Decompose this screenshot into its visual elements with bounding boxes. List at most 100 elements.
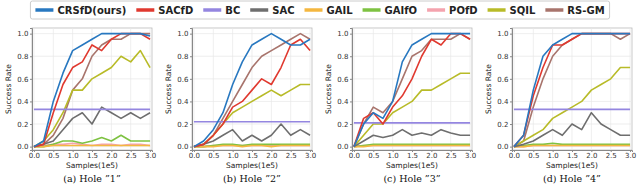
tick: 3.0 [625,150,636,160]
tick: 1.0 [17,30,32,38]
grid [352,28,472,150]
x-axis-title: Samples(1e5) [546,161,598,170]
series-line [354,73,470,146]
tick-label: 0.2 [17,121,28,129]
tick-label: 0.8 [17,53,28,61]
tick: 1.5 [247,150,258,160]
series-line [34,51,150,147]
tick-mark [510,34,512,35]
tick-label: 0.0 [177,143,188,151]
lines [34,34,150,147]
legend-frame [30,1,609,19]
tick: 0.2 [497,121,512,129]
legend-label: SACfD [158,5,193,16]
tick-label: 0.6 [497,76,509,84]
tick: 3.0 [145,150,156,160]
tick-label: 0.2 [497,121,508,129]
grid-line [32,101,152,102]
tick: 1.5 [567,150,578,160]
grid-line [630,28,631,150]
tick-label: 0.6 [177,76,189,84]
tick-label: 2.0 [426,152,437,160]
grid-line [610,28,611,150]
series-line [354,145,470,146]
tick-label: 1.0 [68,152,79,160]
tick-mark [30,124,32,125]
legend-swatch [203,8,221,12]
tick-mark [190,101,192,102]
series-line [514,34,630,147]
tick: 0.6 [177,76,192,84]
x-axis-title: Samples(1e5) [66,161,118,170]
tick: 1.5 [87,150,98,160]
tick-label: 0.0 [17,143,28,151]
grid-line [192,78,312,79]
series-line [194,34,310,147]
legend-item: SQIL [488,5,536,16]
tick: 0.2 [337,121,352,129]
tick: 0.6 [337,76,352,84]
tick: 0.0 [349,150,360,160]
axis-line [350,29,353,151]
tick-label: 1.0 [337,30,348,38]
series-line [34,145,150,146]
tick: 2.0 [426,150,437,160]
tick: 0.4 [17,98,32,106]
tick-label: 1.5 [87,152,98,160]
series-line [354,122,470,124]
tick: 0.6 [497,76,512,84]
grid-line [130,28,131,150]
series-line [514,68,630,147]
grid-line [572,28,573,150]
tick: 0.8 [337,53,352,61]
tick-mark [190,56,192,57]
grid-line [470,28,471,150]
tick-label: 0.2 [337,121,348,129]
series-line [34,34,150,147]
legend-swatch [427,8,445,12]
legend-label: POfD [449,5,477,16]
tick: 0.4 [337,98,352,106]
legend-swatch [305,8,323,12]
tick: 2.0 [106,150,117,160]
tick-label: 0.8 [177,53,188,61]
legend-swatch [363,8,381,12]
grid-line [392,28,393,150]
tick-label: 0.0 [497,143,508,151]
series-line [194,121,310,123]
panel-title: (b) Hole ”2” [223,173,281,184]
tick: 0.2 [177,121,192,129]
tick: 0.8 [17,53,32,61]
grid-line [353,28,354,150]
tick-label: 3.0 [465,152,476,160]
tick-mark [510,124,512,125]
tick-mark [350,34,352,35]
legend-label: GAIfO [385,5,418,16]
plot-frame [352,28,472,150]
y-axis: 0.00.20.40.60.81.0 [177,29,192,152]
tick: 3.0 [465,150,476,160]
legend-item: GAIL [305,5,354,16]
axis-line [510,29,513,151]
series-line [354,34,470,147]
legend-swatch [136,8,154,12]
axis-line [30,29,33,151]
tick-label: 2.0 [266,152,277,160]
tick-mark [30,147,32,148]
tick-mark [510,79,512,80]
tick: 1.0 [497,30,512,38]
panel-title: (d) Hole ”4” [543,173,601,184]
grid-line [232,28,233,150]
x-axis: 0.00.51.01.52.02.53.0 [189,150,316,160]
grid-line [373,28,374,150]
legend-item: GAIfO [363,5,418,16]
tick-label: 0.5 [48,152,59,160]
tick: 0.8 [177,53,192,61]
tick-label: 0.4 [497,98,509,106]
tick-label: 0.5 [208,152,219,160]
tick-label: 1.0 [228,152,239,160]
legend-swatch [488,8,506,12]
tick-label: 1.0 [548,152,559,160]
grid-line [310,28,311,150]
grid [32,28,152,150]
